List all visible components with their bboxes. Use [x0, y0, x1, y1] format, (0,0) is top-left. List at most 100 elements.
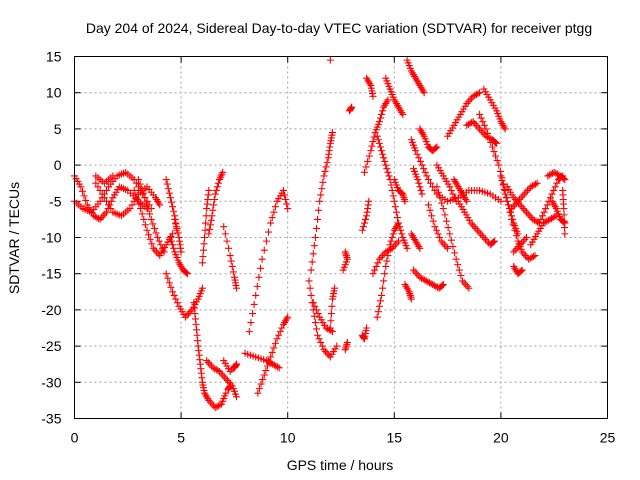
data-point [162, 176, 170, 184]
data-point [439, 239, 447, 247]
data-point [503, 197, 511, 205]
data-point [221, 230, 229, 238]
data-point [377, 253, 385, 261]
data-point [209, 206, 217, 214]
series-arc-09 [190, 299, 230, 412]
data-point [233, 393, 241, 401]
data-point [165, 189, 173, 197]
series-arc-44 [444, 89, 484, 140]
data-point [433, 183, 441, 191]
data-point [466, 96, 474, 104]
data-point [474, 90, 482, 98]
data-point [163, 180, 171, 188]
data-point [143, 226, 151, 234]
data-point [255, 385, 263, 393]
data-point [274, 363, 282, 371]
data-point [145, 231, 153, 239]
data-point [182, 269, 190, 277]
data-point [257, 380, 265, 388]
data-point [147, 215, 155, 223]
data-point [312, 306, 320, 314]
data-point [439, 205, 447, 213]
data-point [204, 358, 212, 366]
data-point [154, 234, 162, 241]
data-point [449, 243, 457, 251]
data-point [396, 223, 404, 231]
data-point [146, 210, 154, 218]
grid [74, 56, 608, 419]
series-arc-29 [369, 237, 403, 278]
data-point [398, 230, 406, 238]
data-point [440, 241, 448, 249]
data-point [441, 211, 449, 219]
data-point [98, 190, 106, 198]
data-point [275, 364, 283, 372]
data-point [214, 402, 222, 410]
data-point [271, 203, 279, 211]
data-point [312, 325, 320, 333]
data-point [482, 125, 490, 133]
data-point [459, 277, 467, 285]
data-point [205, 186, 213, 194]
data-point [327, 310, 335, 318]
data-point [168, 237, 176, 245]
data-point [522, 234, 530, 241]
data-point [389, 192, 397, 200]
data-point [532, 217, 540, 225]
series-arc-34 [401, 281, 415, 303]
data-point [415, 154, 423, 162]
y-tick-label: -5 [49, 193, 62, 209]
data-point [80, 192, 88, 200]
series-arc-07 [166, 234, 191, 278]
data-point [168, 198, 176, 206]
data-point [489, 238, 497, 246]
data-point [433, 143, 441, 151]
data-point [432, 226, 440, 234]
data-point [382, 262, 390, 270]
data-point [436, 234, 444, 241]
data-point [314, 331, 322, 339]
data-point [92, 179, 100, 187]
data-point [374, 259, 382, 267]
data-point [323, 158, 331, 166]
data-point [363, 324, 371, 332]
data-point [223, 237, 231, 245]
data-point [311, 302, 319, 310]
data-point [281, 191, 289, 199]
data-point [509, 215, 517, 223]
data-point [331, 284, 339, 292]
data-point [101, 210, 109, 218]
series-arc-37 [409, 165, 426, 198]
data-point [537, 215, 545, 223]
data-point [96, 186, 104, 194]
data-point [464, 98, 472, 106]
x-tick-label: 20 [493, 430, 509, 446]
data-point [162, 270, 170, 278]
data-point [390, 197, 398, 205]
y-tick-label: -30 [41, 374, 61, 390]
data-point [439, 281, 447, 289]
data-point [493, 139, 501, 147]
data-point [225, 244, 233, 252]
data-point [183, 311, 191, 319]
data-point [407, 295, 415, 303]
data-point [141, 221, 149, 229]
y-tick-label: 10 [46, 85, 62, 101]
data-point [501, 190, 509, 198]
data-point [454, 261, 462, 269]
series-arc-39 [409, 266, 447, 292]
y-tick-label: 5 [54, 121, 62, 137]
data-point [498, 176, 506, 184]
data-point [146, 235, 154, 243]
data-point [451, 194, 459, 202]
data-point [504, 201, 512, 209]
data-point [151, 246, 159, 254]
data-point [388, 186, 396, 194]
data-point [522, 188, 530, 196]
data-point [364, 157, 372, 165]
data-point [317, 191, 325, 199]
series-arc-28 [363, 74, 377, 100]
data-point [431, 223, 439, 231]
series-arc-53 [510, 234, 530, 256]
data-point [203, 357, 211, 365]
